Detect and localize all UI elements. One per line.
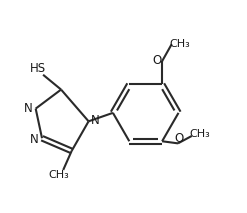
Text: CH₃: CH₃: [190, 129, 211, 139]
Text: O: O: [152, 54, 162, 67]
Text: N: N: [91, 114, 99, 127]
Text: N: N: [30, 133, 39, 146]
Text: CH₃: CH₃: [49, 170, 69, 180]
Text: N: N: [24, 102, 33, 115]
Text: O: O: [174, 132, 184, 145]
Text: HS: HS: [30, 62, 46, 75]
Text: CH₃: CH₃: [170, 39, 190, 49]
